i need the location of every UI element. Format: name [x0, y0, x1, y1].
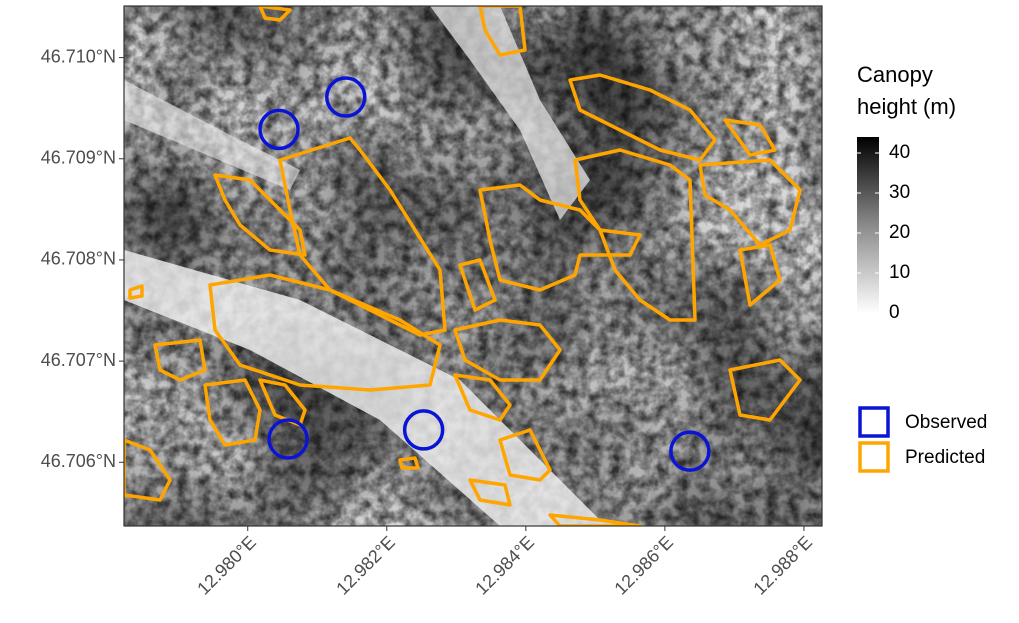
chart: Canopy height (m) 12.980°E 12.982°E 12.984… — [0, 0, 1019, 623]
legend-title-line: height (m) — [857, 94, 956, 119]
map-raster — [124, 6, 822, 526]
colorbar-label: 30 — [889, 182, 910, 203]
legend-key — [860, 408, 888, 436]
x-tick-label: 12.982°E — [332, 532, 399, 599]
colorbar-label: 20 — [889, 222, 910, 243]
colorbar-label: 0 — [889, 302, 900, 323]
x-tick-label: 12.988°E — [749, 532, 816, 599]
y-tick-label: 46.710°N — [41, 46, 116, 66]
legend-key — [860, 443, 888, 471]
colorbar — [857, 137, 879, 313]
y-tick-label: 46.707°N — [41, 350, 116, 370]
x-tick-label: 12.980°E — [193, 532, 260, 599]
colorbar-label: 40 — [889, 142, 910, 163]
y-tick-label: 46.709°N — [41, 148, 116, 168]
legend-label: Predicted — [905, 447, 985, 468]
x-tick-label: 12.984°E — [471, 532, 538, 599]
x-tick-label: 12.986°E — [610, 532, 677, 599]
legend-title-line: Canopy — [857, 62, 933, 87]
y-tick-label: 46.706°N — [41, 451, 116, 471]
y-tick-label: 46.708°N — [41, 249, 116, 269]
colorbar-label: 10 — [889, 262, 910, 283]
legend-label: Observed — [905, 412, 987, 433]
